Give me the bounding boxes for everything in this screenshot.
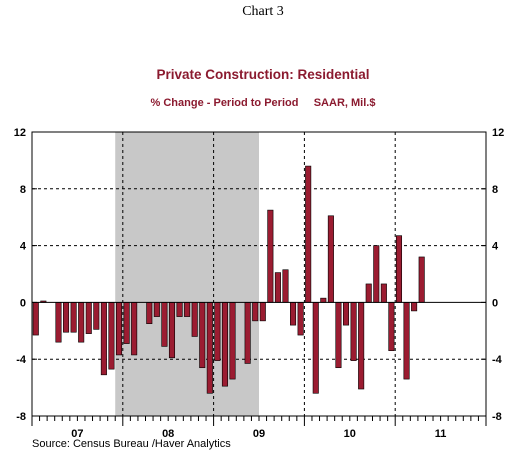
bar <box>78 302 85 343</box>
bar <box>373 245 380 303</box>
bar <box>388 302 395 351</box>
x-year-label: 09 <box>253 428 265 440</box>
chart-number: Chart 3 <box>242 4 284 19</box>
bar <box>153 302 160 317</box>
bar <box>380 283 387 303</box>
bar <box>70 302 77 333</box>
bar <box>214 302 221 361</box>
recession-shading-layer <box>115 132 259 416</box>
y-tick-label-left: -8 <box>16 411 26 423</box>
y-tick-label-right: 12 <box>492 127 504 139</box>
bar <box>100 302 107 376</box>
bar <box>342 302 350 326</box>
bar <box>358 302 365 390</box>
bar <box>184 302 191 317</box>
y-tick-label-left: 4 <box>20 241 27 253</box>
bar <box>32 302 39 336</box>
grid-layer <box>32 132 486 416</box>
x-year-label: 08 <box>162 428 174 440</box>
bar <box>312 302 319 394</box>
bar <box>63 302 70 333</box>
bar <box>191 302 198 337</box>
bar <box>131 302 138 356</box>
bar <box>350 302 357 361</box>
bar <box>221 302 228 387</box>
bar <box>320 297 327 303</box>
bar <box>335 302 342 369</box>
chart-title: Private Construction: Residential <box>156 67 370 82</box>
bar <box>115 302 123 356</box>
source-note: Source: Census Bureau /Haver Analytics <box>32 438 231 450</box>
x-year-label: 11 <box>435 428 447 440</box>
axis-layer: 12 12 8 8 4 4 0 0 -4 -4 -8 -8 07 08 09 10 11 <box>14 127 505 440</box>
y-tick-label-left: 8 <box>20 184 26 196</box>
bar <box>229 302 236 380</box>
bar <box>168 302 176 359</box>
bar <box>365 283 372 303</box>
bar <box>85 302 92 334</box>
chart-subtitle: % Change - Period to Period SAAR, Mil.$ <box>150 97 376 109</box>
bar <box>282 269 289 303</box>
bar <box>327 215 334 303</box>
bar <box>305 165 312 303</box>
y-tick-label-right: 8 <box>492 184 498 196</box>
bar <box>274 272 281 303</box>
bar <box>244 302 251 364</box>
x-year-label: 10 <box>344 428 356 440</box>
bar <box>199 302 206 369</box>
bar <box>259 302 266 322</box>
x-year-label: 07 <box>71 428 83 440</box>
y-tick-label-left: 0 <box>20 297 26 309</box>
bar <box>176 302 183 317</box>
bar <box>108 302 115 370</box>
y-tick-label-left: 12 <box>14 127 26 139</box>
bar <box>252 302 259 322</box>
y-tick-label-right: -8 <box>492 411 502 423</box>
bar <box>290 302 297 326</box>
bar <box>161 302 168 347</box>
bar <box>146 302 153 324</box>
bar <box>206 302 213 394</box>
bar <box>403 302 410 380</box>
bar <box>297 302 304 336</box>
y-tick-label-right: 0 <box>492 297 498 309</box>
bar <box>267 209 274 303</box>
bar <box>55 302 62 343</box>
recession-shading <box>115 132 259 416</box>
bar <box>411 302 418 312</box>
bar <box>395 235 403 303</box>
y-tick-label-left: -4 <box>16 354 27 366</box>
bar <box>93 302 100 330</box>
y-tick-label-right: -4 <box>492 354 503 366</box>
y-tick-label-right: 4 <box>492 241 499 253</box>
bar <box>123 302 130 344</box>
bar <box>418 256 425 303</box>
